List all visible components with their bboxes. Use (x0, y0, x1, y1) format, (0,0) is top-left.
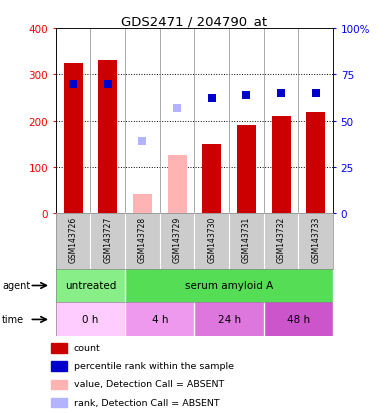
Bar (229, 213, 264, 269)
Bar (56, 303, 125, 337)
Text: percentile rank within the sample: percentile rank within the sample (74, 361, 234, 370)
Bar (264, 303, 333, 337)
Bar (125, 303, 194, 337)
Bar (51, 344, 67, 353)
Bar (90, 213, 125, 269)
Bar (194, 213, 229, 269)
Text: GSM143730: GSM143730 (207, 216, 216, 263)
Bar (194, 303, 264, 337)
Bar (98, 61, 117, 213)
Title: GDS2471 / 204790_at: GDS2471 / 204790_at (121, 15, 268, 28)
Text: 24 h: 24 h (218, 315, 241, 325)
Text: value, Detection Call = ABSENT: value, Detection Call = ABSENT (74, 380, 224, 389)
Bar (306, 113, 325, 213)
Text: GSM143732: GSM143732 (276, 216, 286, 263)
Text: rank, Detection Call = ABSENT: rank, Detection Call = ABSENT (74, 398, 219, 406)
Point (139, 138, 146, 145)
Point (278, 90, 284, 97)
Text: untreated: untreated (65, 281, 116, 291)
Text: 0 h: 0 h (82, 315, 99, 325)
Bar (64, 64, 83, 213)
Bar (271, 116, 291, 213)
Bar (56, 213, 90, 269)
Bar (51, 380, 67, 389)
Text: count: count (74, 343, 100, 352)
Bar (56, 269, 125, 303)
Bar (264, 213, 298, 269)
Bar (167, 156, 187, 213)
Bar (133, 195, 152, 213)
Text: GSM143733: GSM143733 (311, 216, 320, 263)
Bar (125, 213, 160, 269)
Bar (51, 398, 67, 407)
Point (313, 90, 319, 97)
Text: time: time (2, 315, 24, 325)
Text: serum amyloid A: serum amyloid A (185, 281, 273, 291)
Text: GSM143727: GSM143727 (103, 216, 112, 263)
Bar (125, 269, 333, 303)
Text: GSM143728: GSM143728 (138, 216, 147, 263)
Point (243, 92, 249, 99)
Point (209, 96, 215, 102)
Text: GSM143731: GSM143731 (242, 216, 251, 263)
Text: GSM143729: GSM143729 (172, 216, 182, 263)
Bar (237, 126, 256, 213)
Point (174, 105, 180, 112)
Text: GSM143726: GSM143726 (69, 216, 78, 263)
Bar (298, 213, 333, 269)
Bar (202, 144, 221, 213)
Point (70, 81, 76, 88)
Text: agent: agent (2, 281, 30, 291)
Point (105, 81, 111, 88)
Bar (160, 213, 194, 269)
Text: 48 h: 48 h (287, 315, 310, 325)
Bar (51, 362, 67, 371)
Text: 4 h: 4 h (152, 315, 168, 325)
